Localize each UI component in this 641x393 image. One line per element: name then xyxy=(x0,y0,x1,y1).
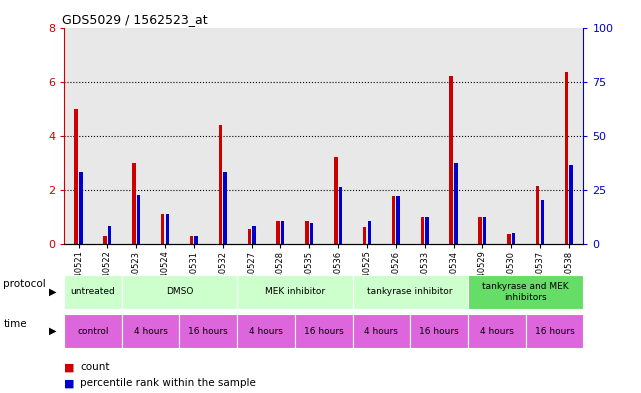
Bar xyxy=(64,275,122,309)
Bar xyxy=(194,235,198,244)
Text: 16 hours: 16 hours xyxy=(188,327,228,336)
Bar xyxy=(468,314,526,348)
Text: 16 hours: 16 hours xyxy=(535,327,574,336)
Bar xyxy=(74,108,78,244)
Text: control: control xyxy=(77,327,109,336)
Bar xyxy=(468,28,583,244)
Bar xyxy=(353,314,410,348)
Bar xyxy=(161,214,165,244)
Bar xyxy=(64,28,122,244)
Bar xyxy=(334,157,338,244)
Bar xyxy=(137,195,140,244)
Bar xyxy=(420,217,424,244)
Bar xyxy=(122,314,179,348)
Text: ▶: ▶ xyxy=(49,326,56,336)
Bar xyxy=(79,172,83,244)
Bar xyxy=(179,314,237,348)
Bar xyxy=(281,221,285,244)
Text: GDS5029 / 1562523_at: GDS5029 / 1562523_at xyxy=(62,13,207,26)
Text: 4 hours: 4 hours xyxy=(480,327,513,336)
Text: protocol: protocol xyxy=(3,279,46,290)
Bar xyxy=(454,163,458,244)
Bar xyxy=(190,235,194,244)
Bar xyxy=(223,172,227,244)
Text: 16 hours: 16 hours xyxy=(304,327,344,336)
Text: ■: ■ xyxy=(64,378,74,388)
Text: ▶: ▶ xyxy=(49,287,56,297)
Bar xyxy=(252,226,256,244)
Bar xyxy=(165,214,169,244)
Bar xyxy=(410,314,468,348)
Bar xyxy=(108,226,112,244)
Bar xyxy=(310,223,313,244)
Bar xyxy=(425,217,429,244)
Bar xyxy=(526,314,583,348)
Bar xyxy=(396,196,400,244)
Bar xyxy=(338,187,342,244)
Bar xyxy=(353,28,468,244)
Bar xyxy=(512,233,515,244)
Bar xyxy=(305,221,309,244)
Bar xyxy=(219,125,222,244)
Bar xyxy=(367,221,371,244)
Bar xyxy=(122,275,237,309)
Bar xyxy=(363,228,367,244)
Text: 4 hours: 4 hours xyxy=(365,327,398,336)
Bar xyxy=(565,72,569,244)
Bar xyxy=(237,275,353,309)
Bar xyxy=(478,217,482,244)
Bar xyxy=(468,275,583,309)
Bar xyxy=(237,28,353,244)
Bar xyxy=(536,185,540,244)
Bar xyxy=(483,217,487,244)
Text: percentile rank within the sample: percentile rank within the sample xyxy=(80,378,256,388)
Bar xyxy=(295,314,353,348)
Bar xyxy=(353,275,468,309)
Bar xyxy=(276,221,280,244)
Text: time: time xyxy=(3,319,27,329)
Bar xyxy=(392,196,395,244)
Bar xyxy=(103,235,107,244)
Bar xyxy=(569,165,573,244)
Bar xyxy=(540,200,544,244)
Text: 4 hours: 4 hours xyxy=(249,327,283,336)
Text: 16 hours: 16 hours xyxy=(419,327,459,336)
Text: 4 hours: 4 hours xyxy=(134,327,167,336)
Text: count: count xyxy=(80,362,110,373)
Bar xyxy=(122,28,237,244)
Text: tankyrase and MEK
inhibitors: tankyrase and MEK inhibitors xyxy=(482,282,569,301)
Text: MEK inhibitor: MEK inhibitor xyxy=(265,287,325,296)
Text: untreated: untreated xyxy=(71,287,115,296)
Bar xyxy=(64,314,122,348)
Text: DMSO: DMSO xyxy=(166,287,193,296)
Bar xyxy=(507,234,511,244)
Text: ■: ■ xyxy=(64,362,74,373)
Text: tankyrase inhibitor: tankyrase inhibitor xyxy=(367,287,453,296)
Bar xyxy=(449,76,453,244)
Bar xyxy=(132,163,136,244)
Bar xyxy=(247,229,251,244)
Bar xyxy=(237,314,295,348)
